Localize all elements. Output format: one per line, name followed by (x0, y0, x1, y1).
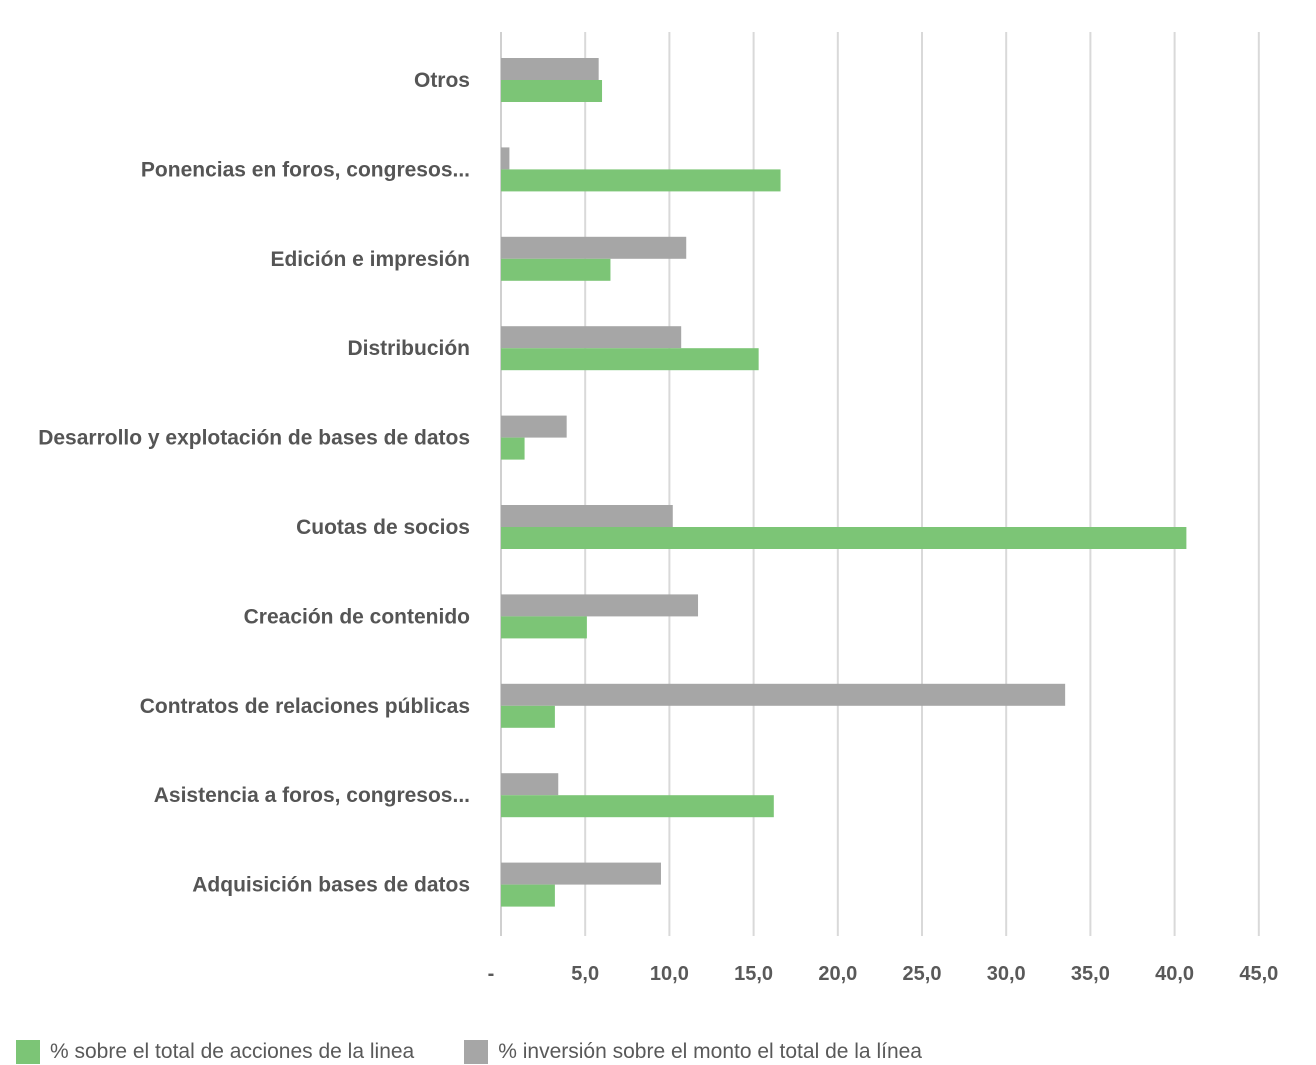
bar-inversion (501, 58, 599, 80)
legend-swatch-inversion (464, 1040, 489, 1064)
category-label: Ponencias en foros, congresos... (141, 158, 470, 181)
bar-acciones (501, 169, 781, 192)
x-tick-label: 45,0 (1239, 963, 1278, 985)
x-tick-label: 25,0 (903, 963, 942, 985)
bar-acciones (501, 258, 611, 281)
bar-inversion (501, 236, 687, 259)
legend-label-inversion: % inversión sobre el monto el total de l… (498, 1040, 922, 1063)
bar-acciones (501, 705, 555, 728)
bar-acciones (501, 80, 603, 102)
bar-inversion (501, 683, 1066, 706)
category-label: Adquisición bases de datos (192, 874, 470, 897)
x-tick-label: 20,0 (818, 963, 857, 985)
legend-swatch-acciones (16, 1040, 40, 1064)
category-label: Edición e impresión (270, 248, 470, 271)
bar-inversion (501, 505, 673, 527)
bar-inversion (501, 862, 661, 885)
category-label: Otros (414, 69, 470, 92)
bar-inversion (501, 415, 567, 438)
bar-acciones (501, 616, 587, 639)
legend: % sobre el total de acciones de la linea… (16, 1040, 972, 1064)
x-tick-label: 15,0 (734, 963, 773, 985)
bar-chart: - 5,0 10,0 15,0 20,0 25,0 30,0 35,0 40,0 45,0 Otro… (38, 32, 1278, 985)
bar-acciones (501, 348, 759, 371)
bar-acciones (501, 884, 555, 907)
category-label: Cuotas de socios (296, 516, 470, 539)
bar-acciones (501, 437, 525, 460)
bar-acciones (501, 527, 1187, 549)
category-label: Contratos de relaciones públicas (140, 695, 470, 718)
x-tick-label: 10,0 (650, 963, 689, 985)
bar-inversion (501, 773, 559, 796)
x-tick-label: 5,0 (571, 963, 599, 985)
category-label: Asistencia a foros, congresos... (154, 784, 470, 807)
legend-label-acciones: % sobre el total de acciones de la linea (50, 1040, 415, 1063)
legend-item-inversion: % inversión sobre el monto el total de l… (464, 1040, 922, 1064)
category-label: Distribución (347, 337, 470, 360)
bar-inversion (501, 147, 510, 170)
category-label: Desarrollo y explotación de bases de dat… (38, 427, 470, 450)
x-tick-label: - (488, 963, 495, 985)
x-tick-label: 35,0 (1071, 963, 1110, 985)
category-label: Creación de contenido (244, 605, 470, 628)
x-tick-label: 40,0 (1155, 963, 1194, 985)
bar-inversion (501, 594, 699, 617)
bar-inversion (501, 326, 682, 349)
bar-acciones (501, 795, 774, 818)
legend-item-acciones: % sobre el total de acciones de la linea (16, 1040, 414, 1064)
x-tick-label: 30,0 (987, 963, 1026, 985)
